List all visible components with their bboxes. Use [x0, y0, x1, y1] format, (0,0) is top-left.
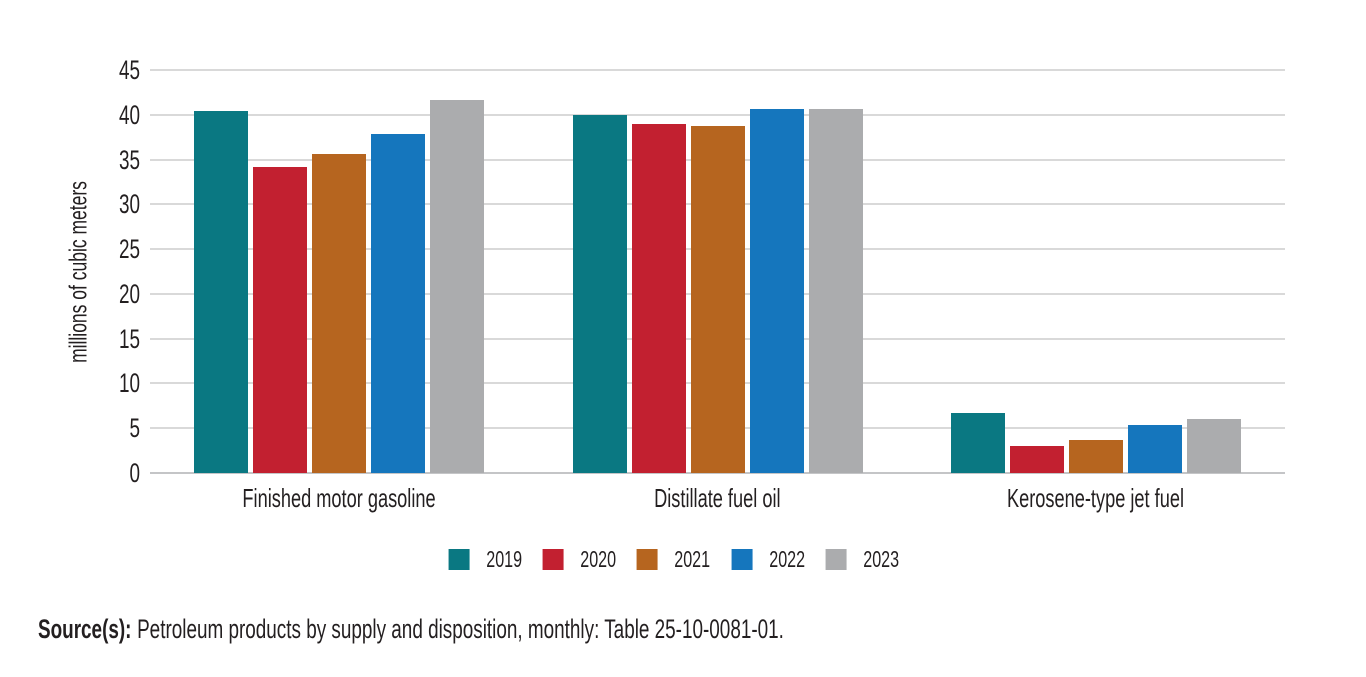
legend-swatch-2021	[636, 549, 658, 570]
y-tick-value: 5	[129, 413, 140, 444]
bar-2023-kerosene-type-jet-fuel	[1186, 419, 1241, 473]
legend-item-2021: 2021	[636, 546, 710, 573]
bar-2019-kerosene-type-jet-fuel	[950, 412, 1005, 473]
bar-2021-kerosene-type-jet-fuel	[1068, 439, 1123, 473]
legend-swatch-2019	[448, 549, 470, 570]
legend-item-2022: 2022	[731, 546, 805, 573]
legend-label-2022: 2022	[761, 546, 812, 573]
bar-2020-distillate-fuel-oil	[631, 123, 686, 473]
legend-label-2020: 2020	[573, 546, 624, 573]
legend-label-text: 2019	[486, 546, 523, 572]
legend-item-2019: 2019	[448, 546, 522, 573]
legend-item-2020: 2020	[542, 546, 616, 573]
legend-label-2019: 2019	[479, 546, 530, 573]
y-tick-value: 0	[129, 458, 140, 488]
category-label-text: Finished motor gasoline	[242, 483, 436, 513]
y-tick-label-45: 45	[40, 54, 140, 86]
gridline-45	[150, 69, 1285, 71]
bar-2020-finished-motor-gasoline	[253, 166, 308, 473]
y-tick-value: 15	[118, 323, 140, 354]
legend-label-text: 2021	[674, 546, 711, 572]
legend-label-text: 2022	[768, 546, 805, 572]
legend-swatch-2023	[825, 549, 847, 570]
y-tick-value: 35	[118, 144, 140, 175]
y-tick-value: 20	[118, 278, 140, 309]
category-label-1: Finished motor gasoline	[150, 483, 528, 513]
legend-swatch-2020	[542, 549, 564, 570]
y-tick-label-15: 15	[40, 323, 140, 355]
category-label-2: Distillate fuel oil	[528, 483, 906, 513]
bar-2022-distillate-fuel-oil	[749, 109, 804, 473]
source-label: Source(s):	[38, 614, 132, 644]
legend-label-2021: 2021	[667, 546, 718, 573]
legend: 2019 2020 2021 2022 2023	[448, 546, 899, 573]
category-label-3: Kerosene-type jet fuel	[907, 483, 1285, 513]
gridline-40	[150, 113, 1285, 116]
y-tick-value: 45	[118, 55, 140, 85]
y-tick-label-10: 10	[40, 367, 140, 399]
bar-2022-finished-motor-gasoline	[371, 133, 426, 473]
y-tick-label-30: 30	[40, 188, 140, 220]
y-tick-value: 10	[118, 368, 140, 399]
source-text: Petroleum products by supply and disposi…	[137, 614, 784, 644]
bar-2023-distillate-fuel-oil	[808, 108, 863, 473]
category-label-text: Kerosene-type jet fuel	[1007, 483, 1185, 513]
bar-2022-kerosene-type-jet-fuel	[1127, 424, 1182, 473]
bar-2020-kerosene-type-jet-fuel	[1009, 446, 1064, 473]
legend-swatch-2022	[731, 549, 753, 570]
bar-2021-finished-motor-gasoline	[312, 154, 367, 473]
bar-2019-finished-motor-gasoline	[194, 111, 249, 473]
y-tick-value: 30	[118, 189, 140, 220]
y-tick-label-40: 40	[40, 99, 140, 131]
y-tick-value: 40	[118, 99, 140, 130]
bar-2019-distillate-fuel-oil	[572, 114, 627, 473]
bar-2021-distillate-fuel-oil	[690, 126, 745, 473]
y-tick-label-0: 0	[40, 457, 140, 489]
y-tick-value: 25	[118, 234, 140, 265]
y-tick-label-5: 5	[40, 412, 140, 444]
y-tick-label-35: 35	[40, 144, 140, 176]
category-label-text: Distillate fuel oil	[654, 483, 781, 513]
gridline-0	[150, 472, 1285, 474]
y-tick-label-20: 20	[40, 278, 140, 310]
bar-2023-finished-motor-gasoline	[430, 99, 485, 473]
y-tick-label-25: 25	[40, 233, 140, 265]
legend-label-2023: 2023	[855, 546, 906, 573]
source-note: Source(s): Petroleum products by supply a…	[38, 612, 1104, 646]
legend-label-text: 2020	[580, 546, 617, 572]
legend-item-2023: 2023	[825, 546, 899, 573]
legend-label-text: 2023	[862, 546, 899, 572]
